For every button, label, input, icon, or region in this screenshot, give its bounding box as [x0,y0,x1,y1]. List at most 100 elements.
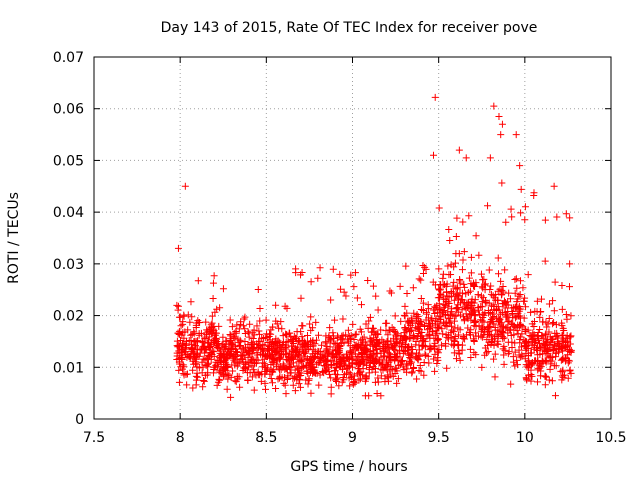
data-point [196,349,204,357]
data-point [466,345,474,353]
data-point [255,330,263,338]
data-point [504,338,512,346]
data-point [434,354,442,362]
data-point [454,331,462,339]
data-point [517,185,525,193]
data-point [486,285,494,293]
data-point [436,306,444,314]
data-point [450,278,458,286]
data-point [424,301,432,309]
data-point [393,338,401,346]
data-point [281,302,289,310]
data-point [509,314,517,322]
data-point [248,340,256,348]
y-tick-label: 0.07 [53,50,84,66]
data-point [197,329,205,337]
data-point [530,318,538,326]
data-point [504,301,512,309]
data-point [445,300,453,308]
data-point [262,316,270,324]
data-point [408,369,416,377]
data-point [310,364,318,372]
data-point [460,280,468,288]
data-point [417,295,425,303]
data-point [517,322,525,330]
data-point [465,298,473,306]
data-point [199,376,207,384]
data-point [174,302,182,310]
data-point [214,359,222,367]
data-point [254,285,262,293]
data-point [491,350,499,358]
data-point [421,343,429,351]
data-point [387,362,395,370]
data-point [316,264,324,272]
data-point [204,336,212,344]
data-point [232,327,240,335]
data-point [566,214,574,222]
y-tick-label: 0 [75,412,84,428]
data-point [199,363,207,371]
data-point [366,313,374,321]
data-point [362,374,370,382]
data-point [542,337,550,345]
data-point [484,202,492,210]
data-point [429,328,437,336]
data-point [293,347,301,355]
data-point [263,330,271,338]
data-point [478,363,486,371]
data-point [434,347,442,355]
data-point [517,277,525,285]
data-point [539,318,547,326]
data-point [538,342,546,350]
data-point [174,329,182,337]
data-point [425,359,433,367]
data-point [443,280,451,288]
data-point [244,377,252,385]
data-point [391,312,399,320]
data-point [459,313,467,321]
data-point [497,277,505,285]
data-point [550,362,558,370]
data-point [518,351,526,359]
data-point [373,390,381,398]
data-point [457,296,465,304]
data-point [222,337,230,345]
data-point [415,319,423,327]
data-point [545,314,553,322]
data-point [243,369,251,377]
data-point [235,325,243,333]
data-point [567,332,575,340]
data-point [516,335,524,343]
data-point [189,366,197,374]
data-point [264,364,272,372]
data-point [492,291,500,299]
data-point [402,335,410,343]
data-point [210,272,218,280]
data-point [500,300,508,308]
data-point [370,334,378,342]
data-point [432,331,440,339]
data-point [306,320,314,328]
data-point [553,329,561,337]
data-point [439,274,447,282]
data-point [216,376,224,384]
data-point [396,361,404,369]
data-point [326,337,334,345]
data-point [494,296,502,304]
data-point [536,313,544,321]
data-point [256,342,264,350]
data-point [561,371,569,379]
data-point [322,346,330,354]
data-point [359,360,367,368]
data-point [517,209,525,217]
data-point [209,279,217,287]
data-point [298,333,306,341]
data-point [369,282,377,290]
data-point [566,260,574,268]
data-point [516,291,524,299]
data-point [210,338,218,346]
data-point [215,375,223,383]
data-point [455,146,463,154]
data-point [348,356,356,364]
